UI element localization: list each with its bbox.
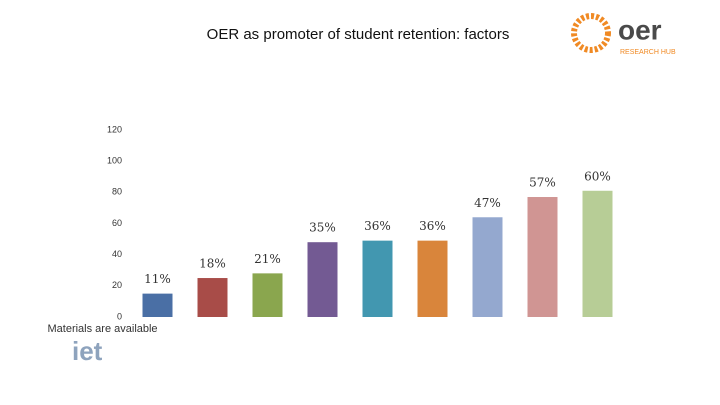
y-tick-label: 100: [107, 156, 122, 166]
chart-title: OER as promoter of student retention: fa…: [207, 26, 510, 43]
value-label: 36%: [419, 219, 446, 233]
y-tick-label: 0: [117, 311, 122, 321]
bar: [307, 242, 338, 317]
value-label: 11%: [144, 272, 171, 286]
value-label: 60%: [584, 169, 611, 183]
value-label: 18%: [199, 257, 226, 271]
y-tick-label: 40: [112, 249, 122, 259]
bar: [472, 217, 503, 317]
oer-logo: oer RESEARCH HUB: [571, 13, 676, 56]
logo-subtext: RESEARCH HUB: [620, 49, 676, 56]
value-label: 36%: [364, 219, 391, 233]
y-tick-label: 20: [112, 280, 122, 290]
y-tick-label: 60: [112, 218, 122, 228]
value-label: 35%: [309, 221, 336, 235]
value-label: 21%: [254, 252, 281, 266]
iet-logo: iet: [72, 336, 103, 366]
bar: [582, 190, 613, 317]
bar: [362, 240, 393, 317]
bar: [197, 278, 228, 317]
value-label: 57%: [529, 176, 556, 190]
logo-core: [582, 24, 600, 42]
y-tick-label: 120: [107, 124, 122, 134]
bar: [252, 273, 283, 317]
logo-sun: [571, 13, 611, 53]
x-tick-label: Materials are available: [48, 323, 158, 335]
logo-text: oer: [618, 14, 662, 45]
bar: [417, 240, 448, 317]
value-label: 47%: [474, 196, 501, 210]
bar: [142, 293, 173, 317]
bar: [527, 197, 558, 317]
y-tick-label: 80: [112, 187, 122, 197]
